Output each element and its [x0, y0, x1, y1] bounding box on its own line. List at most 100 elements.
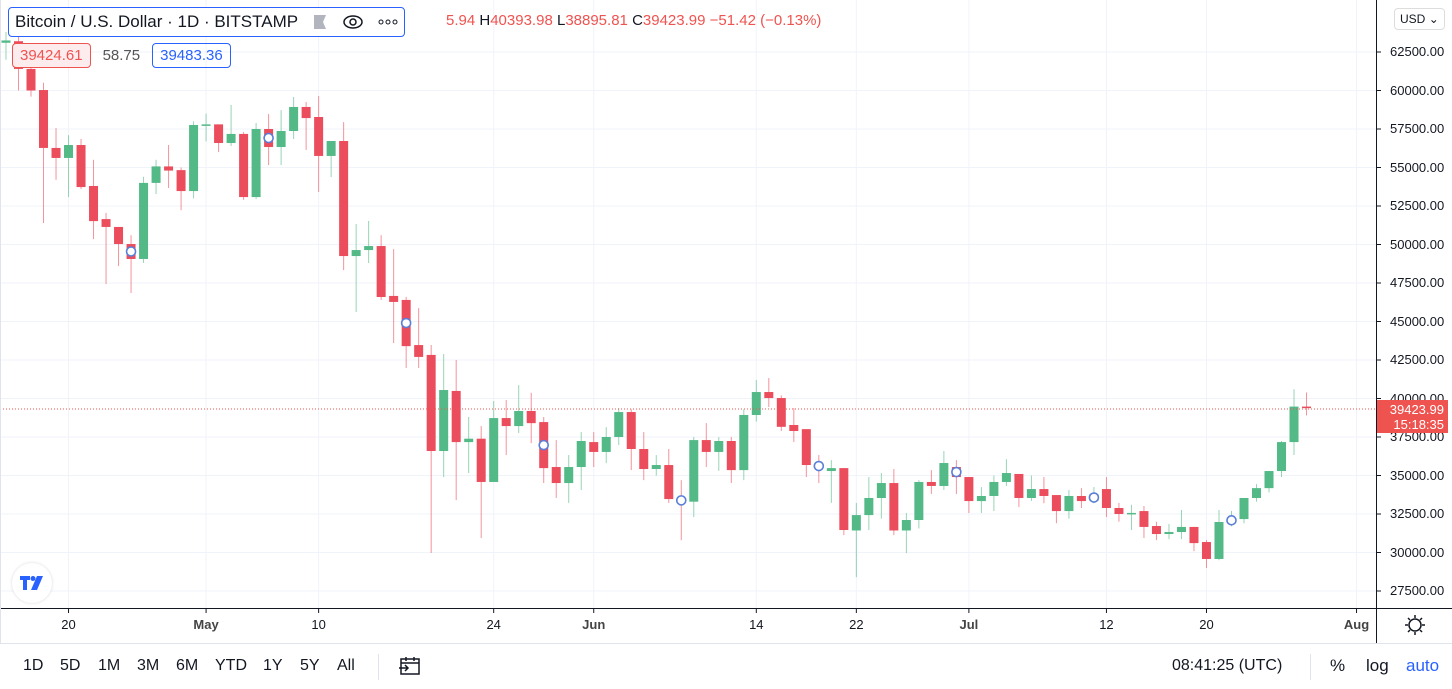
chevron-down-icon: ⌄	[1428, 12, 1439, 26]
candle	[1014, 473, 1024, 508]
candle-body	[839, 468, 849, 531]
candle-body	[151, 166, 161, 183]
price-tick-label: 60000.00	[1390, 82, 1445, 98]
symbol-legend[interactable]: Bitcoin / U.S. Dollar · 1D · BITSTAMP	[8, 7, 406, 37]
range-1m[interactable]: 1M	[98, 657, 121, 674]
time-tick-label: Jun	[582, 617, 606, 632]
candle	[114, 226, 124, 267]
candle-body	[739, 414, 749, 471]
range-5d[interactable]: 5D	[60, 657, 81, 674]
candle-body	[1239, 497, 1249, 520]
low-label: L	[556, 12, 566, 29]
candle-body	[1, 40, 11, 43]
candle-body	[489, 418, 499, 482]
sell-button[interactable]: 39424.61	[12, 43, 91, 68]
candle-body	[726, 441, 736, 471]
range-5y[interactable]: 5Y	[300, 657, 320, 674]
candle	[101, 212, 111, 285]
flag-icon[interactable]	[312, 14, 328, 30]
event-marker-icon[interactable]	[813, 460, 825, 472]
auto-scale-toggle[interactable]: auto	[1406, 656, 1440, 675]
candle-body	[301, 106, 311, 119]
candle-body	[89, 185, 99, 222]
more-icon[interactable]	[378, 18, 398, 26]
price-tick-label: 42500.00	[1390, 352, 1445, 367]
candle-body	[364, 246, 374, 251]
buy-button[interactable]: 39483.36	[152, 43, 231, 68]
candle	[289, 96, 299, 140]
candle	[1189, 526, 1199, 552]
event-marker-icon[interactable]	[1226, 515, 1237, 526]
candle-body	[1076, 495, 1086, 502]
candle	[176, 167, 186, 211]
candle	[1039, 477, 1049, 504]
candle	[989, 475, 999, 512]
price-tick-label: 62500.00	[1390, 44, 1445, 59]
candle	[1277, 441, 1287, 478]
high-value: 40393.98	[490, 12, 553, 29]
event-marker-icon[interactable]	[538, 439, 550, 451]
eye-icon[interactable]	[342, 14, 364, 30]
candle	[926, 470, 936, 494]
range-3m[interactable]: 3M	[137, 657, 160, 674]
event-marker-icon[interactable]	[125, 246, 137, 257]
ohlc-values: 5.94 H40393.98 L38895.81 C39423.99 −51.4…	[446, 12, 821, 29]
candle-body	[589, 442, 599, 452]
candle	[526, 392, 536, 444]
currency-select[interactable]: USD ⌄	[1394, 8, 1445, 30]
candle	[51, 128, 61, 180]
candle	[551, 440, 561, 498]
price-tick-label: 27500.00	[1390, 583, 1445, 598]
event-marker-icon[interactable]	[675, 495, 687, 506]
candle-body	[664, 465, 674, 500]
event-marker-icon[interactable]	[263, 132, 274, 144]
candle	[1026, 475, 1036, 501]
candle	[464, 416, 474, 474]
candle	[689, 437, 699, 518]
event-marker-icon[interactable]	[951, 466, 962, 478]
candle	[364, 220, 374, 263]
candle-body	[526, 410, 536, 424]
range-1y[interactable]: 1Y	[263, 657, 283, 674]
candle-body	[201, 124, 211, 126]
candle-body	[639, 449, 649, 470]
candle-body	[626, 412, 636, 450]
candle	[201, 113, 211, 142]
range-1d[interactable]: 1D	[23, 657, 44, 674]
candle	[76, 139, 86, 190]
candle	[889, 469, 899, 536]
range-6m[interactable]: 6M	[176, 657, 199, 674]
candle-body	[376, 246, 386, 298]
open-value: 5.94	[446, 12, 476, 29]
candle	[226, 104, 236, 146]
candle	[1076, 488, 1086, 508]
range-ytd[interactable]: YTD	[215, 657, 247, 674]
percent-scale-toggle[interactable]: %	[1330, 656, 1346, 675]
candle-body	[276, 131, 286, 148]
candle-body	[1302, 406, 1312, 409]
time-tick-label: 14	[749, 617, 764, 632]
goto-date-calendar-icon[interactable]	[399, 656, 421, 681]
candle	[151, 159, 161, 195]
candle-body	[651, 465, 661, 470]
range-all[interactable]: All	[337, 657, 355, 674]
settings-gear-icon[interactable]	[1404, 614, 1426, 641]
price-chart[interactable]	[0, 0, 1452, 643]
candle	[26, 62, 36, 97]
candle-body	[1201, 542, 1211, 559]
candle	[401, 296, 411, 369]
low-value: 38895.81	[565, 12, 628, 29]
price-tick-label: 35000.00	[1390, 467, 1445, 483]
event-marker-icon[interactable]	[1088, 492, 1100, 503]
utc-clock[interactable]: 08:41:25 (UTC)	[1172, 657, 1283, 674]
candle	[1302, 392, 1312, 416]
bid-ask: 39424.61 58.75 39483.36	[12, 43, 231, 68]
tradingview-logo[interactable]	[12, 563, 52, 603]
candle	[801, 429, 811, 478]
candle-body	[901, 520, 911, 531]
log-scale-toggle[interactable]: log	[1366, 656, 1389, 675]
candle-body	[1176, 526, 1186, 533]
event-marker-icon[interactable]	[400, 317, 412, 329]
time-tick-label: 24	[486, 617, 501, 632]
candle	[714, 437, 724, 471]
